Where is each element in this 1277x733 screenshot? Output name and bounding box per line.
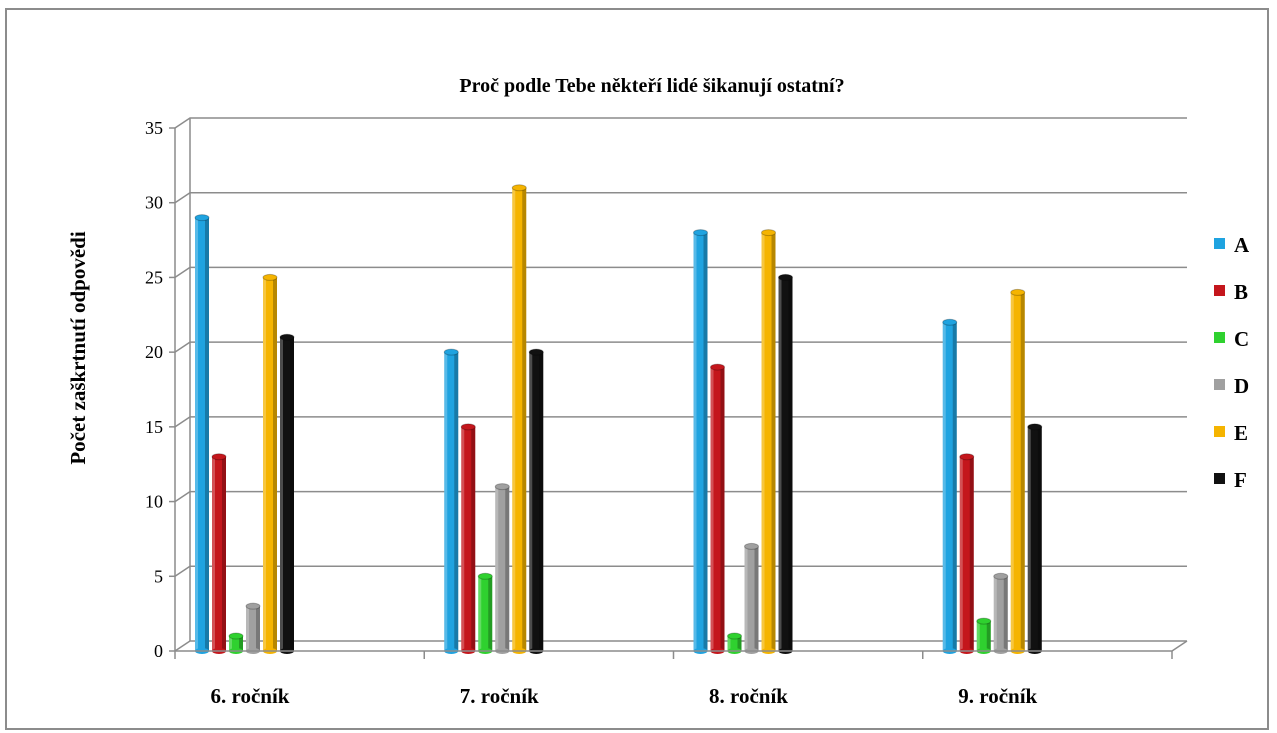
gridlines [174, 117, 1187, 652]
bar [245, 602, 261, 654]
legend-swatch [1214, 426, 1225, 437]
bar [1027, 423, 1043, 654]
bar [1010, 288, 1026, 654]
x-axis: 6. ročník 7. ročník 8. ročník 9. ročník [174, 640, 1188, 708]
y-tick-label: 10 [145, 492, 163, 512]
gridline [174, 117, 1187, 129]
y-tick-label: 25 [145, 267, 163, 287]
x-tick-label: 9. ročník [958, 684, 1037, 708]
bar [228, 632, 244, 654]
bar [778, 273, 793, 654]
bar [460, 423, 476, 654]
bar [942, 318, 958, 654]
bar [477, 572, 493, 654]
legend-swatch [1214, 285, 1225, 296]
legend-label: D [1234, 374, 1249, 398]
bar [211, 453, 227, 654]
legend-swatch [1214, 379, 1225, 390]
bar [761, 229, 776, 654]
bar [494, 483, 510, 654]
bar [194, 214, 210, 654]
legend-swatch [1214, 473, 1225, 484]
x-tick-label: 7. ročník [460, 684, 539, 708]
legend-label: A [1234, 233, 1250, 257]
gridline [174, 341, 1187, 353]
legend-item: A [1214, 233, 1250, 257]
legend-label: E [1234, 421, 1248, 445]
chart-title: Proč podle Tebe někteří lidé šikanují os… [459, 75, 844, 97]
legend-label: C [1234, 327, 1249, 351]
y-tick-label: 20 [145, 342, 163, 362]
y-axis-ticks: 0 5 10 15 20 25 30 35 [145, 118, 175, 661]
legend-label: F [1234, 468, 1247, 492]
y-tick-label: 30 [145, 193, 163, 213]
bar [279, 333, 295, 654]
bar [528, 348, 544, 654]
x-tick-label: 8. ročník [709, 684, 788, 708]
y-tick-label: 15 [145, 417, 163, 437]
legend-item: C [1214, 327, 1249, 351]
y-tick-label: 0 [154, 641, 163, 661]
bar [744, 542, 759, 654]
bar [959, 453, 975, 654]
bar [976, 617, 992, 654]
legend-item: B [1214, 280, 1248, 304]
legend-label: B [1234, 280, 1248, 304]
legend-item: E [1214, 421, 1248, 445]
legend-item: F [1214, 468, 1247, 492]
gridline [174, 191, 1187, 204]
y-axis-label: Počet zaškrtnutí odpovědi [66, 231, 90, 464]
y-tick-label: 5 [154, 566, 163, 586]
bar [443, 348, 459, 654]
bar [262, 273, 278, 654]
bar [693, 229, 708, 654]
y-tick-label: 35 [145, 118, 163, 138]
legend-swatch [1214, 238, 1225, 249]
bar [511, 184, 527, 654]
legend-swatch [1214, 332, 1225, 343]
bar [993, 572, 1009, 654]
bar [710, 363, 725, 654]
x-tick-label: 6. ročník [211, 684, 290, 708]
bars [194, 184, 1043, 654]
gridline [174, 266, 1187, 279]
legend-item: D [1214, 374, 1249, 398]
